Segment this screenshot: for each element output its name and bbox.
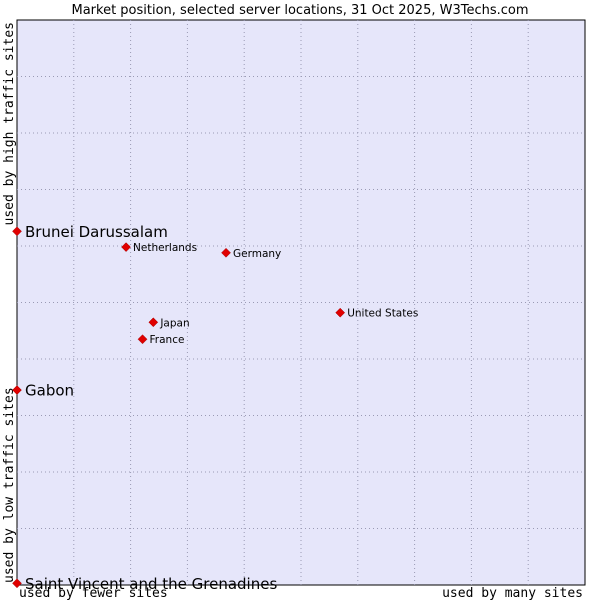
grid-lines	[17, 20, 585, 585]
point-marker-germany[interactable]	[221, 247, 231, 258]
y-axis-label-low: used by low traffic sites	[2, 387, 17, 583]
chart-title: Market position, selected server locatio…	[71, 3, 528, 18]
point-label-united-states: United States	[347, 308, 418, 320]
point-marker-france[interactable]	[137, 334, 148, 345]
point-label-gabon: Gabon	[25, 382, 74, 400]
point-marker-netherlands[interactable]	[121, 242, 131, 252]
point-label-japan: Japan	[159, 317, 189, 329]
point-marker-brunei-darussalam[interactable]	[12, 226, 22, 237]
point-label-netherlands: Netherlands	[133, 242, 197, 254]
x-axis-label-high: used by many sites	[442, 586, 583, 600]
point-label-brunei-darussalam: Brunei Darussalam	[25, 223, 168, 241]
point-marker-gabon[interactable]	[12, 385, 22, 395]
point-label-germany: Germany	[233, 248, 281, 260]
point-label-saint-vincent-and-the-grenadines: Saint Vincent and the Grenadines	[25, 575, 277, 593]
point-marker-united-states[interactable]	[335, 307, 346, 318]
y-axis-label-high: used by high traffic sites	[2, 22, 17, 226]
point-marker-saint-vincent-and-the-grenadines[interactable]	[12, 578, 22, 589]
point-label-france: France	[150, 334, 185, 346]
x-axis-label-low: used by fewer sites	[19, 586, 168, 600]
point-marker-japan[interactable]	[148, 317, 159, 328]
